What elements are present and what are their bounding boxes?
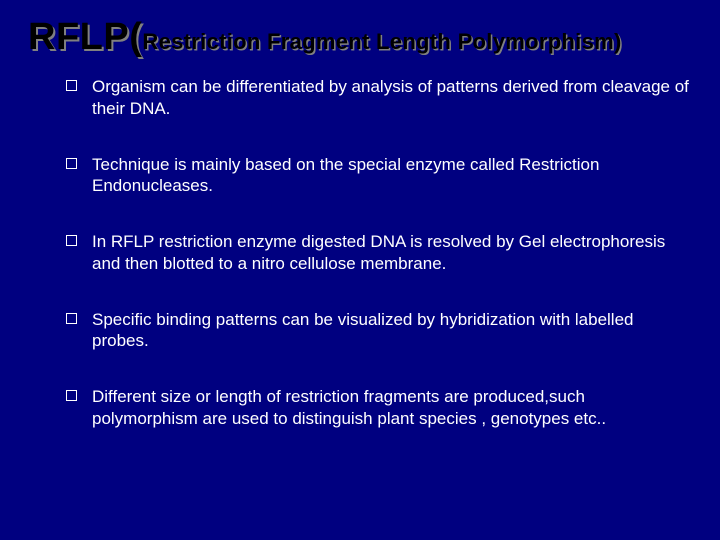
list-item: Specific binding patterns can be visuali… xyxy=(66,309,692,353)
bullet-text: Different size or length of restriction … xyxy=(92,387,606,428)
bullet-list: Organism can be differentiated by analys… xyxy=(28,76,692,430)
bullet-text: In RFLP restriction enzyme digested DNA … xyxy=(92,232,665,273)
title-sub: Restriction Fragment Length Polymorphism… xyxy=(142,29,621,54)
title-main: RFLP( xyxy=(28,16,142,58)
list-item: In RFLP restriction enzyme digested DNA … xyxy=(66,231,692,275)
bullet-text: Technique is mainly based on the special… xyxy=(92,155,599,196)
list-item: Organism can be differentiated by analys… xyxy=(66,76,692,120)
list-item: Technique is mainly based on the special… xyxy=(66,154,692,198)
list-item: Different size or length of restriction … xyxy=(66,386,692,430)
bullet-text: Specific binding patterns can be visuali… xyxy=(92,310,634,351)
bullet-text: Organism can be differentiated by analys… xyxy=(92,77,689,118)
slide-title: RFLP(Restriction Fragment Length Polymor… xyxy=(28,18,692,56)
slide: RFLP(Restriction Fragment Length Polymor… xyxy=(0,0,720,540)
